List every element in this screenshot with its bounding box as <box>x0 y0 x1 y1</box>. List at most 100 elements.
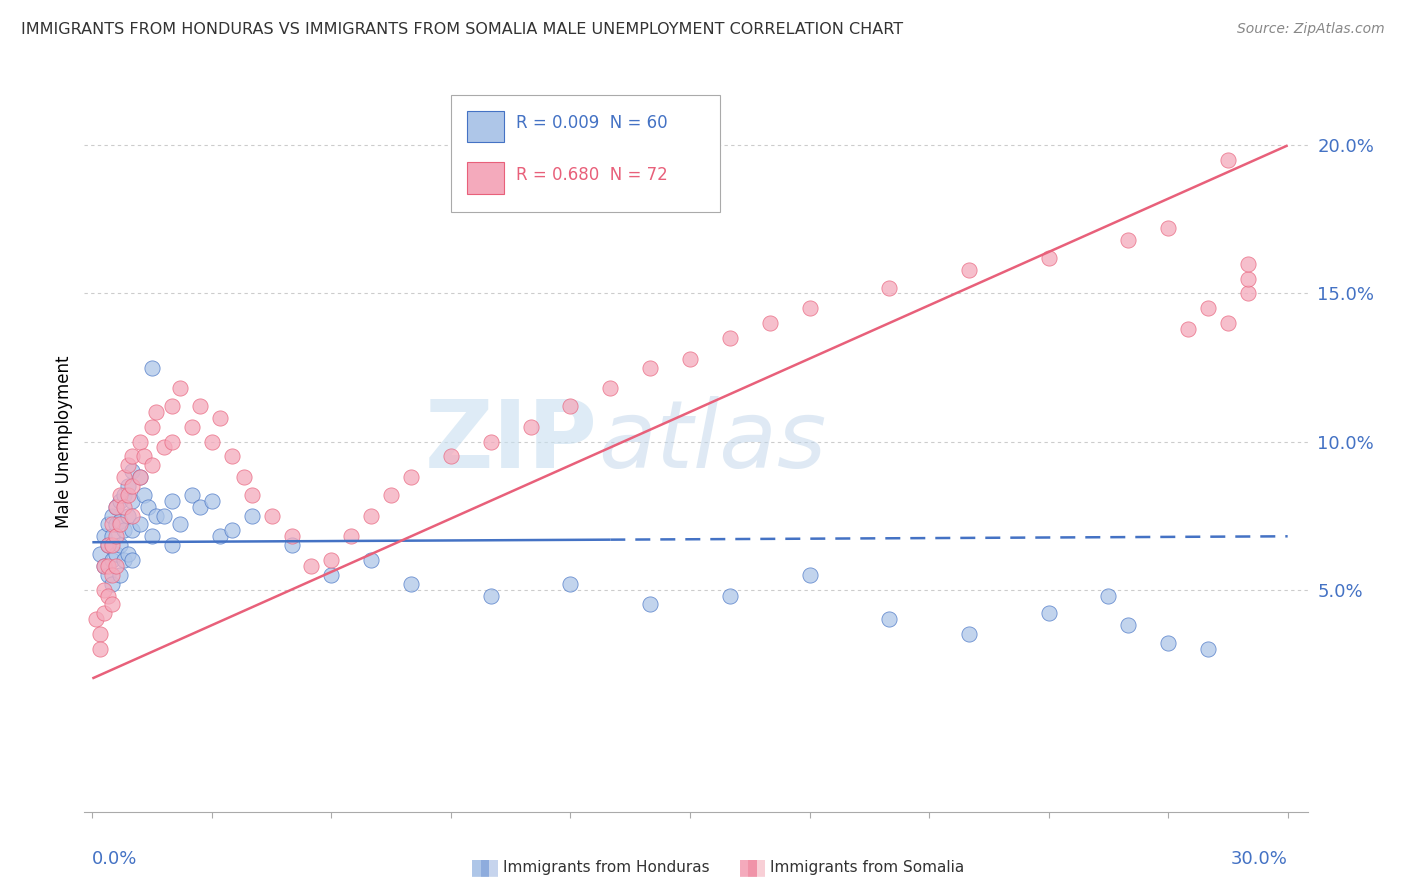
Point <box>169 517 191 532</box>
Point <box>321 567 343 582</box>
Point <box>169 381 191 395</box>
Point <box>260 508 283 523</box>
Point <box>679 351 702 366</box>
Point <box>117 458 139 473</box>
Bar <box>467 162 503 194</box>
Point <box>221 450 243 464</box>
Point <box>1216 316 1239 330</box>
Point <box>280 538 302 552</box>
Point <box>117 547 139 561</box>
Point <box>101 553 124 567</box>
Point <box>97 567 120 582</box>
Point <box>208 410 231 425</box>
Point <box>121 553 143 567</box>
Point <box>1216 153 1239 168</box>
Point <box>1197 301 1219 316</box>
Point <box>232 470 254 484</box>
Point <box>141 360 163 375</box>
FancyBboxPatch shape <box>451 95 720 212</box>
Point <box>97 589 120 603</box>
Point <box>301 558 323 573</box>
Point <box>799 567 821 582</box>
Point <box>101 508 124 523</box>
Point <box>117 479 139 493</box>
Point <box>129 470 152 484</box>
Point <box>360 508 382 523</box>
Point <box>160 493 183 508</box>
Point <box>105 558 128 573</box>
Point <box>112 524 135 538</box>
Point <box>105 529 128 543</box>
Point <box>117 488 139 502</box>
Point <box>160 538 183 552</box>
Text: Immigrants from Honduras: Immigrants from Honduras <box>503 860 710 874</box>
Point <box>145 508 167 523</box>
Point <box>93 558 115 573</box>
Point <box>112 470 135 484</box>
Point <box>160 434 183 449</box>
Point <box>86 612 108 626</box>
Point <box>121 479 143 493</box>
Point <box>1157 636 1180 650</box>
Point <box>957 627 980 641</box>
Point <box>1236 257 1258 271</box>
Point <box>121 493 143 508</box>
Point <box>93 607 115 621</box>
Text: IMMIGRANTS FROM HONDURAS VS IMMIGRANTS FROM SOMALIA MALE UNEMPLOYMENT CORRELATIO: IMMIGRANTS FROM HONDURAS VS IMMIGRANTS F… <box>21 22 903 37</box>
Text: R = 0.009  N = 60: R = 0.009 N = 60 <box>516 114 668 132</box>
Point <box>110 567 132 582</box>
Point <box>121 464 143 478</box>
Point <box>141 458 163 473</box>
Point <box>153 508 176 523</box>
Point <box>160 399 183 413</box>
Point <box>93 582 115 597</box>
Point <box>105 517 128 532</box>
Point <box>101 598 124 612</box>
Point <box>153 441 176 455</box>
Text: ■: ■ <box>747 857 766 877</box>
Bar <box>467 111 503 142</box>
Point <box>957 262 980 277</box>
Text: ■: ■ <box>471 857 491 877</box>
Point <box>89 627 111 641</box>
Point <box>110 488 132 502</box>
Point <box>134 450 156 464</box>
Point <box>718 331 741 345</box>
Point <box>1236 271 1258 285</box>
Point <box>97 538 120 552</box>
Point <box>201 434 224 449</box>
Point <box>877 280 900 294</box>
Point <box>479 589 502 603</box>
Point <box>280 529 302 543</box>
Text: Immigrants from Somalia: Immigrants from Somalia <box>770 860 965 874</box>
Point <box>1197 641 1219 656</box>
Point <box>519 419 541 434</box>
Point <box>97 517 120 532</box>
Point <box>89 547 111 561</box>
Point <box>718 589 741 603</box>
Point <box>121 508 143 523</box>
Point <box>112 488 135 502</box>
Point <box>1116 618 1139 632</box>
Point <box>105 500 128 514</box>
Point <box>188 399 211 413</box>
Point <box>201 493 224 508</box>
Text: 30.0%: 30.0% <box>1230 850 1288 868</box>
Point <box>1038 251 1060 265</box>
Text: ZIP: ZIP <box>425 395 598 488</box>
Point <box>121 450 143 464</box>
Point <box>112 500 135 514</box>
Point <box>93 558 115 573</box>
Point <box>136 500 159 514</box>
Point <box>240 488 263 502</box>
Point <box>240 508 263 523</box>
Point <box>101 576 124 591</box>
Point <box>758 316 780 330</box>
Point <box>129 470 152 484</box>
Point <box>105 547 128 561</box>
Text: ■: ■ <box>479 857 499 877</box>
Text: ■: ■ <box>738 857 758 877</box>
Point <box>93 529 115 543</box>
Point <box>110 517 132 532</box>
Point <box>399 576 422 591</box>
